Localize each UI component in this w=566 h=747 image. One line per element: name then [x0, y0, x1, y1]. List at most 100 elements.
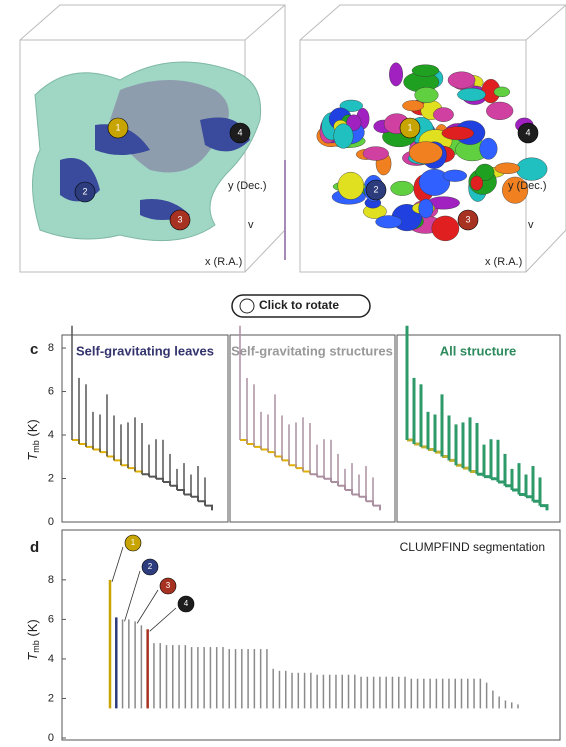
marker-label: 2	[148, 562, 153, 571]
y-label-sub: mb	[31, 440, 41, 453]
dendro-trunk	[156, 479, 163, 482]
clump	[409, 142, 442, 164]
dendro-trunk	[310, 474, 317, 476]
dendro-trunk	[317, 477, 324, 479]
marker-label: 3	[465, 214, 470, 224]
marker-label: 4	[525, 127, 530, 137]
clump	[494, 87, 510, 97]
dendro-trunk	[261, 450, 268, 453]
dendro-trunk	[86, 447, 93, 450]
panel-label: c	[30, 341, 38, 358]
axis-label: v	[528, 219, 534, 231]
clump	[457, 88, 485, 101]
panel-title: CLUMPFIND segmentation	[400, 540, 545, 554]
y-axis-label: Tmb (K)	[25, 419, 41, 460]
clump	[419, 199, 434, 218]
axis-label: x (R.A.)	[205, 256, 242, 268]
y-tick-label: 4	[48, 429, 54, 441]
dendro-trunk	[100, 452, 107, 456]
panel-label: d	[30, 539, 39, 556]
clump	[376, 216, 402, 229]
clump	[448, 72, 475, 89]
dendro-trunk	[142, 474, 149, 476]
dendro-trunk	[331, 482, 338, 486]
rotate-button[interactable]: Click to rotate	[232, 295, 370, 317]
marker-label: 4	[184, 599, 189, 608]
clump	[412, 65, 439, 77]
dendro-trunk	[170, 486, 177, 490]
clump	[442, 127, 474, 140]
dendro-trunk	[247, 444, 254, 447]
dendro-trunk	[324, 479, 331, 482]
clump	[495, 163, 520, 174]
dendro-trunk	[93, 450, 100, 453]
dendro-trunk	[205, 506, 212, 511]
clump	[471, 176, 483, 190]
clump	[480, 138, 498, 159]
dendro-trunk	[240, 440, 247, 444]
dendro-trunk	[121, 465, 128, 468]
dendro-trunk	[184, 495, 191, 497]
axis-label: y (Dec.)	[228, 180, 267, 192]
figure: y (Dec.) v x (R.A.) y (Dec.) v x (R.A.) …	[0, 0, 566, 742]
dendro-trunk	[79, 444, 86, 447]
dendro-trunk	[72, 440, 79, 444]
dendro-trunk	[177, 490, 184, 495]
y-axis-label: Tmb (K)	[25, 619, 41, 660]
leader	[150, 608, 176, 631]
y-label-sub: mb	[31, 640, 41, 653]
dendro-trunk	[268, 452, 275, 456]
y-tick-label: 2	[48, 692, 54, 704]
y-tick-label: 6	[48, 613, 54, 625]
dendro-trunk	[149, 477, 156, 479]
dendro-trunk	[359, 497, 366, 502]
button-label[interactable]: Click to rotate	[259, 298, 339, 312]
leader	[112, 547, 123, 582]
marker-label: 1	[131, 538, 136, 547]
subpanel-title: Self-gravitating leaves	[76, 343, 214, 358]
y-tick-label: 0	[48, 516, 54, 528]
y-tick-label: 8	[48, 574, 54, 586]
dendro-trunk	[345, 490, 352, 495]
y-tick-label: 2	[48, 472, 54, 484]
dendro-trunk	[338, 486, 345, 490]
dendro-trunk	[296, 468, 303, 471]
clump	[334, 124, 353, 149]
dendro-trunk	[128, 468, 135, 471]
dendro-trunk	[107, 457, 114, 461]
marker-label: 3	[166, 581, 171, 590]
panel-frame	[62, 530, 560, 740]
segmented-clumps	[317, 63, 547, 241]
leader	[137, 590, 158, 623]
clump	[338, 172, 364, 199]
marker-label: 1	[115, 122, 120, 132]
dendro-trunk	[198, 501, 205, 505]
axis-label: y (Dec.)	[508, 180, 547, 192]
subpanel-title: All structure	[440, 343, 517, 358]
marker-label: 2	[373, 184, 378, 194]
dendro-trunk	[135, 471, 142, 474]
dendro-trunk	[352, 495, 359, 497]
clump	[391, 181, 414, 196]
y-label-unit: (K)	[25, 619, 40, 640]
leader	[125, 571, 140, 621]
y-tick-label: 4	[48, 653, 54, 665]
axis-label: x (R.A.)	[485, 256, 522, 268]
clump	[516, 158, 547, 181]
clump	[363, 147, 389, 161]
y-tick-label: 0	[48, 732, 54, 742]
dendro-trunk	[289, 465, 296, 468]
dendro-trunk	[254, 447, 261, 450]
marker-label: 4	[237, 127, 242, 137]
dendro-trunk	[303, 471, 310, 474]
dendro-trunk	[163, 482, 170, 486]
marker-label: 1	[407, 122, 412, 132]
y-label-unit: (K)	[25, 419, 40, 440]
marker-label: 2	[82, 186, 87, 196]
dendro-trunk	[114, 460, 121, 465]
dendro-trunk	[540, 506, 547, 511]
axis-label: v	[248, 219, 254, 231]
clump	[443, 170, 467, 182]
clump	[389, 63, 402, 86]
dendro-trunk	[366, 501, 373, 505]
